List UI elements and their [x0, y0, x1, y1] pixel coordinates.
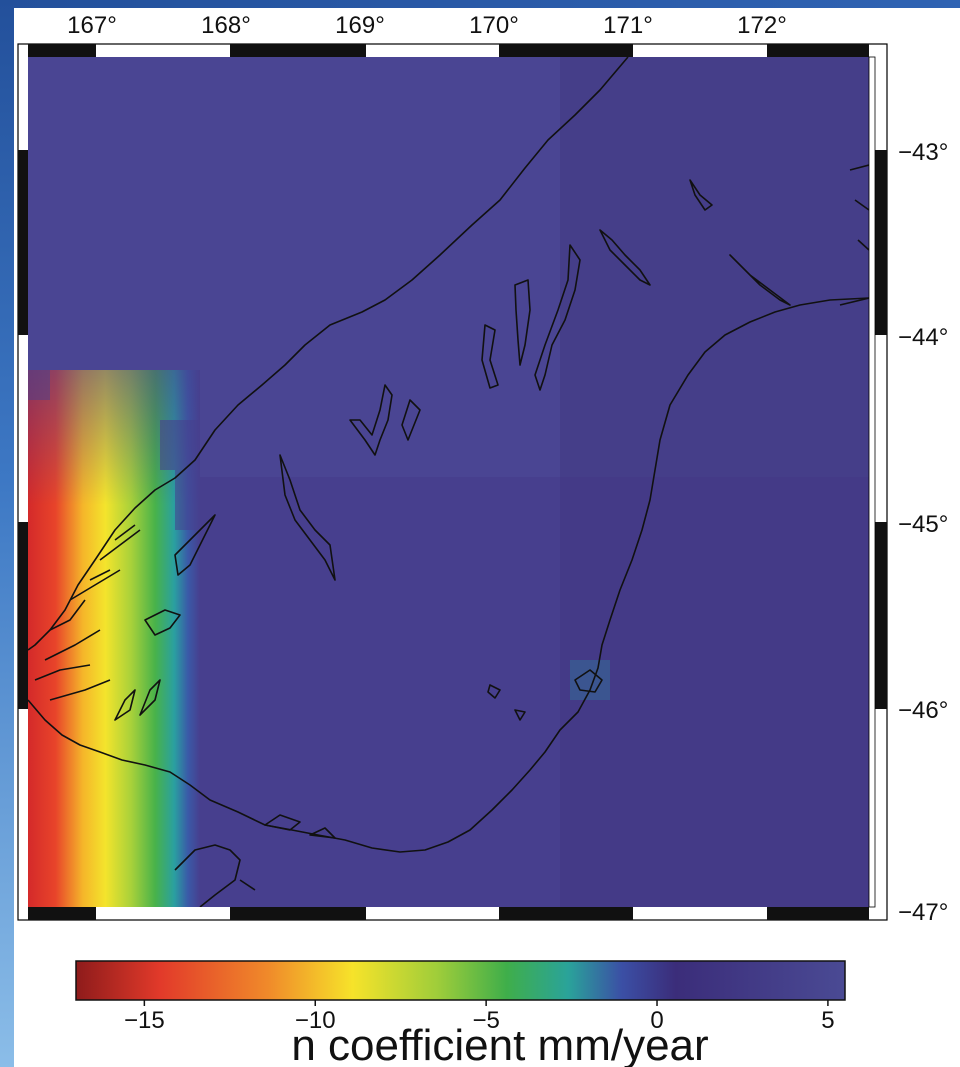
border-left-seg: [18, 522, 28, 709]
peninsula-stub: [839, 297, 869, 306]
lon-labels: 167° 168° 169° 170° 171° 172°: [67, 12, 787, 39]
border-bottom-seg: [28, 907, 96, 920]
border-bottom-seg: [230, 907, 366, 920]
border-left-seg: [18, 150, 28, 335]
field-cell: [28, 370, 50, 400]
field-east-tint: [560, 57, 869, 907]
border-top-seg: [230, 44, 366, 57]
lake-pukaki: [514, 279, 531, 366]
colorbar: −15 −10 −5 0 5 n coefficient mm/year: [75, 960, 846, 1067]
lat-label: −45°: [898, 511, 948, 538]
slide-left-edge: [0, 0, 14, 1067]
lake-manapouri: [144, 609, 181, 636]
coastal-lagoons: [487, 684, 526, 721]
lake-ohau: [481, 324, 499, 389]
colorbar-gradient: [75, 960, 846, 1001]
otago-harbour: [574, 669, 603, 693]
border-right-seg: [875, 522, 887, 709]
lat-label: −44°: [898, 324, 948, 351]
lon-label: 172°: [737, 12, 787, 39]
colorbar-ticks: −15 −10 −5 0 5: [124, 1000, 835, 1034]
lat-labels: −43° −44° −45° −46° −47°: [898, 139, 948, 926]
lon-label: 170°: [469, 12, 519, 39]
slide-top-bar: [0, 0, 960, 8]
lake-te-anau: [174, 514, 216, 576]
map-field: [28, 57, 869, 907]
lake-small: [401, 399, 421, 441]
lon-label: 167°: [67, 12, 117, 39]
banks-peninsula-lakes: [729, 254, 791, 306]
border-bottom-seg: [767, 907, 869, 920]
border-bottom-seg: [499, 907, 633, 920]
border-top-seg: [499, 44, 633, 57]
east-island-fragments: [849, 164, 869, 251]
lake-tekapo: [534, 244, 581, 391]
stewart-island: [174, 844, 256, 907]
lon-label: 171°: [603, 12, 653, 39]
border-top-seg: [28, 44, 96, 57]
colorbar-tick-label: −10: [295, 1007, 336, 1034]
field-cell: [570, 660, 610, 700]
map-border: [18, 44, 887, 920]
lat-label: −47°: [898, 899, 948, 926]
lake-wanaka-hawea: [349, 384, 393, 456]
colorbar-label: n coefficient mm/year: [291, 1021, 708, 1067]
field-gradient-block: [28, 370, 610, 907]
lake-sumner: [689, 179, 713, 211]
west-coast: [28, 57, 629, 651]
lon-label: 169°: [335, 12, 385, 39]
fiords-north: [89, 524, 141, 581]
colorbar-tick-label: 5: [821, 1007, 834, 1034]
border-right-line: [868, 56, 876, 908]
colorbar-tick-label: −5: [472, 1007, 499, 1034]
southern-lakes: [114, 679, 161, 721]
field-cell: [160, 420, 200, 470]
lon-label: 168°: [201, 12, 251, 39]
lake-coleridge: [599, 229, 651, 286]
border-right-seg: [875, 150, 887, 335]
east-coast: [28, 297, 869, 853]
coastline: [28, 57, 869, 907]
border-top-seg: [767, 44, 869, 57]
field-cell: [175, 470, 200, 530]
fiords: [34, 569, 121, 701]
lake-wakatipu: [279, 454, 336, 581]
lat-label: −43°: [898, 139, 948, 166]
colorbar-tick-label: 0: [650, 1007, 663, 1034]
colorbar-tick-label: −15: [124, 1007, 165, 1034]
lat-label: −46°: [898, 697, 948, 724]
southern-inlets: [264, 814, 336, 839]
